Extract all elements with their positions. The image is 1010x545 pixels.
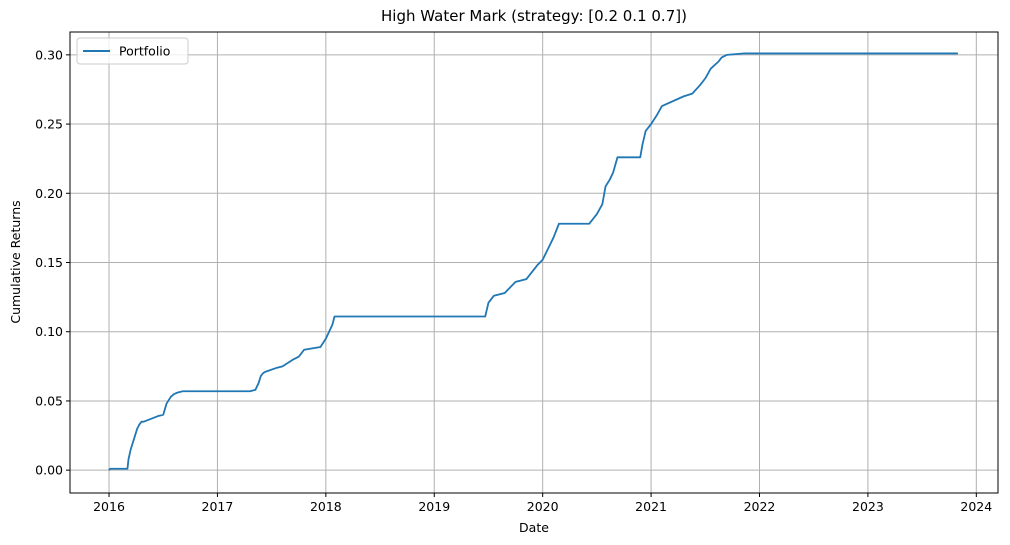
y-tick-label: 0.25 xyxy=(35,117,63,132)
chart-title: High Water Mark (strategy: [0.2 0.1 0.7]… xyxy=(381,7,687,25)
y-tick-label: 0.15 xyxy=(35,255,63,270)
x-tick-label: 2018 xyxy=(310,499,342,514)
grid-lines xyxy=(70,32,998,493)
y-tick-label: 0.00 xyxy=(35,463,63,478)
x-tick-label: 2020 xyxy=(527,499,559,514)
x-tick-label: 2022 xyxy=(744,499,776,514)
legend: Portfolio xyxy=(76,37,189,65)
x-tick-label: 2019 xyxy=(418,499,450,514)
x-tick-label: 2023 xyxy=(852,499,884,514)
y-axis-label: Cumulative Returns xyxy=(8,200,23,323)
y-axis-ticks: 0.00 0.05 0.10 0.15 0.20 0.25 0.30 xyxy=(35,47,70,478)
y-tick-label: 0.05 xyxy=(35,393,63,408)
legend-label-portfolio: Portfolio xyxy=(119,44,170,59)
y-tick-label: 0.30 xyxy=(35,47,63,62)
x-tick-label: 2017 xyxy=(202,499,234,514)
x-tick-label: 2021 xyxy=(635,499,667,514)
x-tick-label: 2024 xyxy=(960,499,992,514)
x-tick-label: 2016 xyxy=(93,499,125,514)
y-tick-label: 0.20 xyxy=(35,186,63,201)
x-axis-ticks: 2016 2017 2018 2019 2020 2021 2022 2023 2024 xyxy=(93,493,992,514)
legend-box xyxy=(76,37,189,65)
x-axis-label: Date xyxy=(519,520,549,535)
y-tick-label: 0.10 xyxy=(35,324,63,339)
series-layer xyxy=(108,52,958,471)
series-line-portfolio xyxy=(108,52,958,471)
